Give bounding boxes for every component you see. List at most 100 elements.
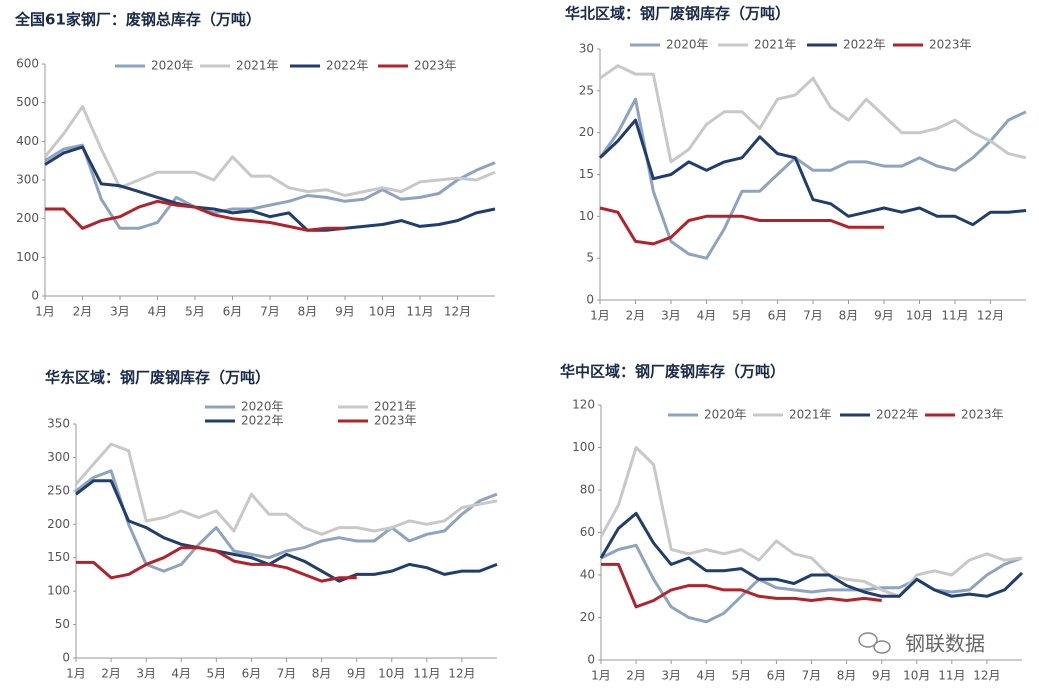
- y-tick-label: 200: [16, 211, 39, 225]
- x-tick-label: 4月: [697, 309, 717, 323]
- y-tick-label: 15: [579, 167, 594, 181]
- y-tick-label: 300: [47, 450, 70, 464]
- y-tick-label: 300: [16, 173, 39, 187]
- series-line: [45, 199, 345, 232]
- x-tick-label: 5月: [732, 309, 752, 323]
- series-line: [598, 118, 1027, 227]
- x-tick-label: 12月: [977, 309, 1004, 323]
- x-tick-label: 3月: [136, 667, 156, 681]
- x-tick-label: 8月: [837, 669, 857, 683]
- legend-label: 2022年: [241, 414, 284, 428]
- series-line: [76, 546, 357, 583]
- legend-label: 2021年: [236, 59, 279, 73]
- legend-label: 2021年: [754, 38, 797, 52]
- legend-label: 2020年: [151, 59, 194, 73]
- x-tick-label: 6月: [223, 305, 243, 319]
- x-tick-label: 1月: [591, 669, 611, 683]
- y-tick-label: 0: [31, 289, 39, 303]
- series-line: [44, 145, 496, 232]
- y-tick-label: 100: [572, 440, 595, 454]
- y-tick-label: 5: [586, 251, 594, 265]
- x-tick-label: 5月: [732, 669, 752, 683]
- x-tick-label: 5月: [207, 667, 227, 681]
- series-line: [74, 442, 498, 536]
- legend-label: 2022年: [876, 408, 919, 422]
- y-tick-label: 500: [16, 95, 39, 109]
- series-line: [75, 479, 498, 583]
- x-tick-label: 12月: [973, 669, 1000, 683]
- legend-label: 2023年: [929, 38, 972, 52]
- x-tick-label: 2月: [626, 669, 646, 683]
- x-tick-label: 11月: [406, 305, 433, 319]
- y-tick-label: 60: [580, 525, 595, 539]
- chart-title: 华中区域：钢厂废钢库存（万吨）: [560, 363, 785, 381]
- series-line: [43, 105, 496, 197]
- x-tick-label: 9月: [347, 667, 367, 681]
- series-line: [601, 562, 882, 609]
- y-tick-label: 150: [47, 550, 70, 564]
- series-line: [598, 97, 1027, 260]
- chart-title: 华东区域：钢厂废钢库存（万吨）: [45, 369, 270, 387]
- x-tick-label: 9月: [872, 669, 892, 683]
- x-tick-label: 3月: [661, 669, 681, 683]
- x-tick-label: 12月: [448, 667, 475, 681]
- x-tick-label: 3月: [661, 309, 681, 323]
- x-tick-label: 2月: [101, 667, 121, 681]
- series-line: [599, 446, 1023, 598]
- x-tick-label: 7月: [260, 305, 280, 319]
- x-tick-label: 9月: [874, 309, 894, 323]
- x-tick-label: 4月: [696, 669, 716, 683]
- x-tick-label: 8月: [839, 309, 859, 323]
- x-tick-label: 11月: [941, 309, 968, 323]
- y-tick-label: 350: [47, 417, 70, 431]
- y-tick-label: 10: [579, 209, 594, 223]
- wechat-icon: [858, 632, 891, 654]
- series-line: [599, 511, 1024, 598]
- x-tick-label: 11月: [413, 667, 440, 681]
- legend-label: 2023年: [414, 59, 457, 73]
- y-tick-label: 0: [587, 653, 595, 667]
- x-tick-label: 6月: [242, 667, 262, 681]
- y-tick-label: 250: [47, 483, 70, 497]
- x-tick-label: 4月: [171, 667, 191, 681]
- x-tick-label: 2月: [73, 305, 93, 319]
- watermark: 钢联数据: [905, 632, 985, 656]
- x-tick-label: 1月: [35, 305, 55, 319]
- x-tick-label: 8月: [298, 305, 318, 319]
- x-tick-label: 1月: [66, 667, 86, 681]
- x-tick-label: 11月: [938, 669, 965, 683]
- x-tick-label: 6月: [768, 309, 788, 323]
- x-tick-label: 10月: [906, 309, 933, 323]
- series-line: [599, 64, 1027, 164]
- x-tick-label: 7月: [277, 667, 297, 681]
- y-tick-label: 120: [572, 398, 595, 412]
- chart-title: 全国61家钢厂：废钢总库存（万吨）: [14, 11, 261, 29]
- series-line: [600, 543, 1023, 624]
- y-tick-label: 0: [62, 651, 70, 665]
- y-tick-label: 600: [16, 57, 39, 71]
- y-tick-label: 20: [580, 610, 595, 624]
- y-tick-label: 100: [47, 584, 70, 598]
- y-tick-label: 20: [579, 125, 594, 139]
- series-line: [599, 206, 884, 246]
- legend-label: 2023年: [961, 408, 1004, 422]
- legend-label: 2022年: [843, 38, 886, 52]
- y-tick-label: 100: [16, 250, 39, 264]
- legend-label: 2023年: [374, 414, 417, 428]
- x-tick-label: 5月: [185, 305, 205, 319]
- y-tick-label: 40: [580, 568, 595, 582]
- x-tick-label: 1月: [590, 309, 610, 323]
- series-line: [44, 143, 496, 230]
- y-tick-label: 25: [579, 83, 594, 97]
- x-tick-label: 2月: [626, 309, 646, 323]
- legend-label: 2021年: [374, 400, 417, 414]
- chart-title: 华北区域：钢厂废钢库存（万吨）: [565, 5, 790, 23]
- legend-label: 2022年: [326, 59, 369, 73]
- y-tick-label: 50: [55, 617, 70, 631]
- x-tick-label: 7月: [803, 309, 823, 323]
- x-tick-label: 10月: [369, 305, 396, 319]
- x-tick-label: 3月: [110, 305, 130, 319]
- x-tick-label: 8月: [312, 667, 332, 681]
- x-tick-label: 10月: [903, 669, 930, 683]
